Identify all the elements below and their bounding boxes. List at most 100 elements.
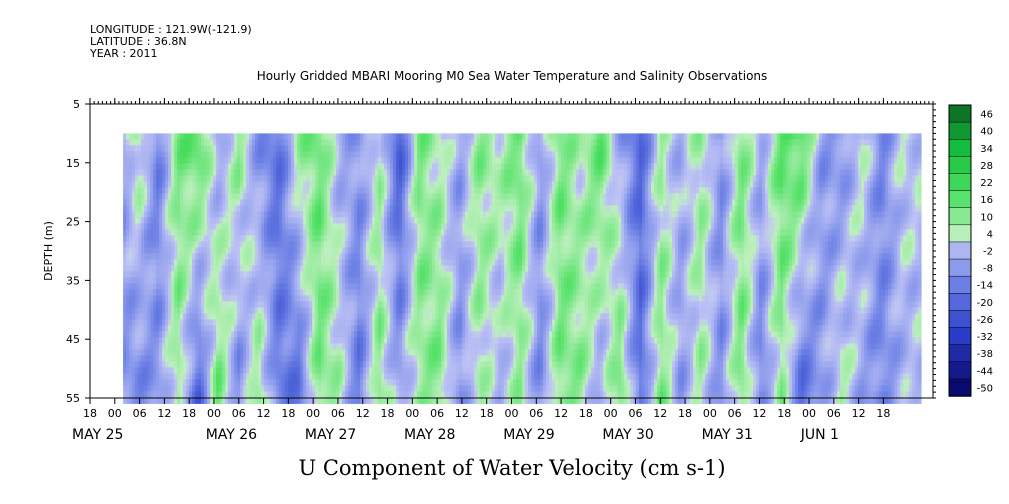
heatmap-cell	[189, 229, 193, 236]
heatmap-cell	[270, 187, 274, 194]
heatmap-cell	[279, 307, 283, 314]
heatmap-cell	[414, 181, 418, 188]
heatmap-cell	[294, 151, 298, 158]
heatmap-cell	[375, 151, 379, 158]
heatmap-cell	[399, 145, 403, 152]
heatmap-cell	[270, 139, 274, 146]
heatmap-cell	[393, 133, 397, 140]
heatmap-cell	[249, 355, 253, 362]
heatmap-cell	[312, 391, 316, 398]
heatmap-cell	[228, 133, 232, 140]
heatmap-cell	[351, 319, 355, 326]
heatmap-cell	[450, 367, 454, 374]
heatmap-cell	[162, 247, 166, 254]
heatmap-cell	[345, 229, 349, 236]
heatmap-cell	[369, 379, 373, 386]
heatmap-cell	[426, 355, 430, 362]
heatmap-cell	[201, 319, 205, 326]
heatmap-cell	[237, 175, 241, 182]
heatmap-cell	[366, 301, 370, 308]
heatmap-cell	[219, 373, 223, 380]
heatmap-cell	[189, 247, 193, 254]
heatmap-cell	[447, 217, 451, 224]
heatmap-cell	[351, 223, 355, 230]
heatmap-cell	[168, 133, 172, 140]
heatmap-cell	[453, 325, 457, 332]
heatmap-cell	[288, 181, 292, 188]
heatmap-cell	[381, 187, 385, 194]
heatmap-cell	[363, 151, 367, 158]
heatmap-cell	[126, 373, 130, 380]
heatmap-cell	[147, 139, 151, 146]
heatmap-cell	[183, 169, 187, 176]
heatmap-cell	[321, 289, 325, 296]
heatmap-cell	[258, 379, 262, 386]
heatmap-cell	[192, 373, 196, 380]
heatmap-cell	[342, 217, 346, 224]
heatmap-cell	[348, 187, 352, 194]
heatmap-cell	[159, 373, 163, 380]
heatmap-cell	[291, 163, 295, 170]
heatmap-cell	[312, 373, 316, 380]
heatmap-cell	[264, 379, 268, 386]
heatmap-cell	[435, 169, 439, 176]
heatmap-cell	[243, 367, 247, 374]
heatmap-cell	[270, 253, 274, 260]
heatmap-cell	[447, 265, 451, 272]
heatmap-cell	[351, 385, 355, 392]
heatmap-cell	[327, 163, 331, 170]
heatmap-cell	[420, 283, 424, 290]
heatmap-cell	[366, 355, 370, 362]
heatmap-cell	[294, 385, 298, 392]
heatmap-cell	[189, 379, 193, 386]
heatmap-cell	[387, 307, 391, 314]
heatmap-cell	[210, 391, 214, 398]
heatmap-cell	[159, 391, 163, 398]
heatmap-cell	[306, 397, 310, 404]
heatmap-cell	[384, 313, 388, 320]
heatmap-cell	[198, 241, 202, 248]
heatmap-cell	[189, 187, 193, 194]
heatmap-cell	[240, 223, 244, 230]
heatmap-cell	[213, 349, 217, 356]
heatmap-cell	[339, 151, 343, 158]
heatmap-cell	[189, 391, 193, 398]
heatmap-cell	[402, 397, 406, 404]
heatmap-cell	[138, 163, 142, 170]
heatmap-cell	[387, 151, 391, 158]
heatmap-cell	[375, 193, 379, 200]
heatmap-cell	[453, 247, 457, 254]
heatmap-cell	[321, 391, 325, 398]
heatmap-cell	[267, 331, 271, 338]
heatmap-cell	[351, 343, 355, 350]
heatmap-cell	[270, 259, 274, 266]
heatmap-cell	[432, 145, 436, 152]
heatmap-cell	[258, 235, 262, 242]
heatmap-cell	[303, 343, 307, 350]
heatmap-cell	[258, 133, 262, 140]
heatmap-cell	[207, 181, 211, 188]
heatmap-cell	[138, 229, 142, 236]
heatmap-cell	[222, 349, 226, 356]
heatmap-cell	[348, 229, 352, 236]
heatmap-cell	[153, 205, 157, 212]
heatmap-cell	[405, 349, 409, 356]
heatmap-cell	[348, 253, 352, 260]
heatmap-cell	[387, 133, 391, 140]
heatmap-cell	[399, 247, 403, 254]
heatmap-cell	[348, 337, 352, 344]
heatmap-cell	[351, 307, 355, 314]
heatmap-cell	[195, 355, 199, 362]
heatmap-cell	[153, 379, 157, 386]
heatmap-cell	[384, 307, 388, 314]
heatmap-cell	[372, 187, 376, 194]
heatmap-cell	[333, 379, 337, 386]
heatmap-cell	[393, 163, 397, 170]
heatmap-cell	[420, 187, 424, 194]
heatmap-cell	[444, 217, 448, 224]
heatmap-cell	[345, 145, 349, 152]
heatmap-cell	[426, 211, 430, 218]
heatmap-cell	[426, 181, 430, 188]
heatmap-cell	[264, 283, 268, 290]
heatmap-cell	[219, 313, 223, 320]
